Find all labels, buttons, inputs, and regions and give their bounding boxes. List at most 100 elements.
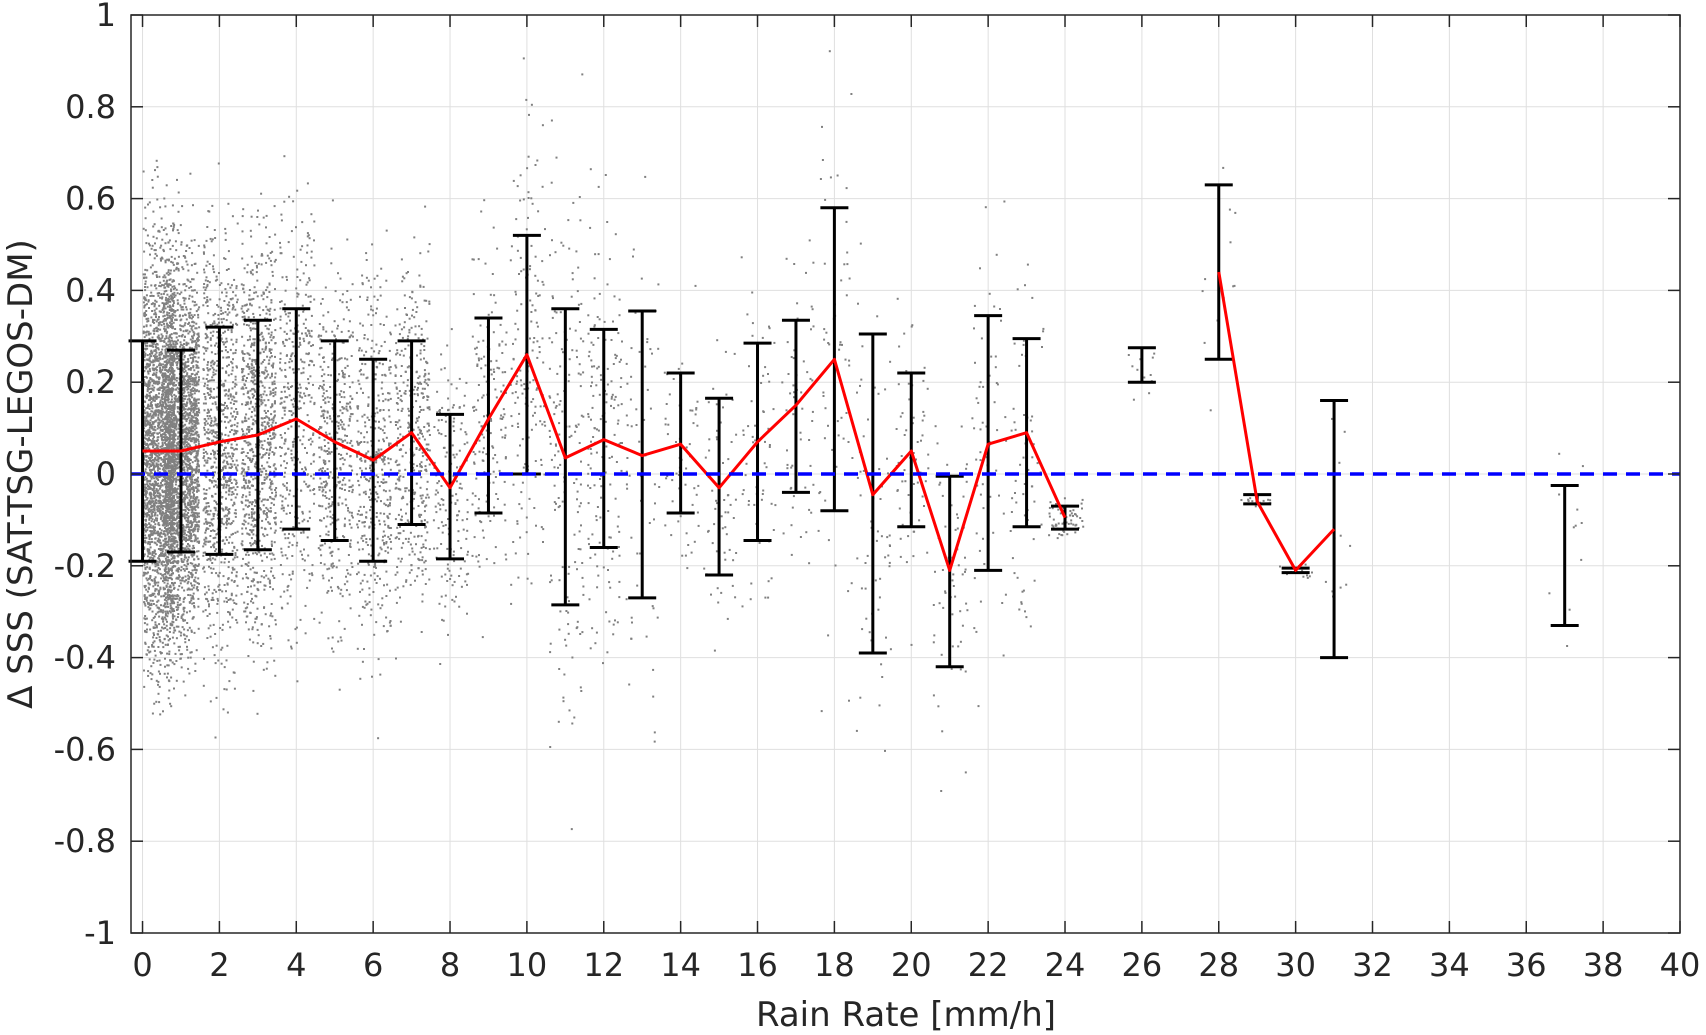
scatter-point: [190, 599, 193, 602]
scatter-point: [151, 562, 154, 565]
scatter-point: [147, 670, 150, 673]
scatter-point: [158, 351, 161, 354]
scatter-point: [157, 593, 160, 596]
scatter-point: [162, 620, 165, 623]
scatter-point: [158, 615, 161, 618]
scatter-point: [171, 483, 174, 486]
scatter-point: [158, 422, 161, 425]
scatter-point: [162, 393, 165, 396]
scatter-point: [168, 343, 171, 346]
scatter-point: [156, 343, 159, 346]
scatter-point: [165, 559, 168, 562]
scatter-point: [193, 332, 196, 335]
scatter-point: [148, 391, 151, 394]
scatter-point: [181, 389, 184, 392]
scatter-point: [143, 411, 146, 414]
scatter-point: [169, 355, 172, 358]
scatter-point: [149, 453, 152, 456]
scatter-point: [159, 713, 162, 716]
scatter-point: [160, 484, 162, 487]
scatter-point: [153, 514, 156, 517]
scatter-point: [194, 534, 197, 537]
scatter-point: [159, 285, 162, 288]
scatter-point: [155, 489, 158, 492]
scatter-point: [145, 313, 148, 316]
scatter-point: [169, 490, 172, 493]
scatter-point: [165, 489, 168, 492]
scatter-point: [166, 443, 169, 446]
scatter-point: [174, 469, 177, 472]
scatter-point: [174, 398, 177, 401]
scatter-point: [183, 558, 186, 561]
scatter-point: [183, 479, 186, 482]
scatter-point: [160, 411, 162, 414]
scatter-point: [161, 348, 164, 351]
scatter-point: [182, 425, 185, 428]
scatter-point: [190, 317, 193, 320]
scatter-point: [153, 477, 156, 480]
scatter-point: [191, 320, 194, 323]
scatter-point: [184, 289, 187, 292]
scatter-point: [183, 532, 186, 535]
scatter-point: [193, 301, 196, 304]
scatter-point: [197, 501, 200, 504]
scatter-point: [181, 626, 184, 629]
scatter-point: [174, 499, 177, 502]
scatter-point: [177, 339, 179, 342]
scatter-point: [154, 249, 157, 252]
scatter-point: [172, 572, 174, 575]
scatter-point: [185, 483, 188, 486]
scatter-point: [167, 540, 170, 543]
scatter-point: [177, 399, 180, 401]
scatter-point: [188, 314, 191, 317]
scatter-point: [147, 386, 149, 389]
scatter-point: [187, 516, 190, 519]
scatter-point: [145, 407, 148, 410]
scatter-point: [156, 432, 159, 435]
scatter-point: [146, 455, 149, 458]
scatter-point: [155, 316, 157, 318]
scatter-point: [152, 295, 155, 297]
scatter-point: [164, 500, 167, 503]
scatter-point: [164, 614, 167, 617]
scatter-point: [185, 453, 188, 456]
scatter-point: [144, 297, 147, 300]
scatter-point: [174, 477, 177, 480]
scatter-point: [173, 373, 176, 376]
scatter-point: [145, 462, 148, 465]
scatter-point: [151, 518, 154, 521]
scatter-point: [176, 442, 179, 445]
scatter-point: [168, 361, 171, 364]
scatter-point: [189, 408, 192, 410]
scatter-point: [191, 562, 194, 565]
scatter-point: [161, 552, 164, 555]
scatter-point: [189, 520, 192, 523]
scatter-point: [184, 441, 187, 443]
scatter-point: [153, 466, 156, 469]
scatter-point: [158, 494, 161, 497]
scatter-point: [188, 422, 191, 425]
scatter-point: [163, 637, 166, 640]
scatter-point: [167, 432, 170, 435]
scatter-point: [143, 601, 146, 604]
scatter-point: [184, 408, 187, 411]
scatter-point: [151, 443, 154, 446]
scatter-point: [169, 517, 172, 520]
scatter-point: [166, 582, 169, 585]
scatter-point: [164, 337, 167, 340]
scatter-point: [190, 451, 193, 454]
scatter-point: [174, 414, 177, 417]
scatter-point: [145, 493, 148, 496]
scatter-point: [202, 448, 205, 451]
scatter-point: [177, 191, 180, 194]
scatter-point: [191, 471, 193, 474]
scatter-point: [167, 535, 170, 538]
scatter-point: [222, 477, 225, 480]
scatter-point: [224, 441, 226, 444]
scatter-point: [176, 604, 179, 606]
scatter-point: [170, 322, 173, 325]
scatter-point: [167, 386, 170, 389]
scatter-point: [157, 522, 160, 524]
scatter-point: [182, 296, 185, 299]
scatter-point: [166, 384, 169, 387]
